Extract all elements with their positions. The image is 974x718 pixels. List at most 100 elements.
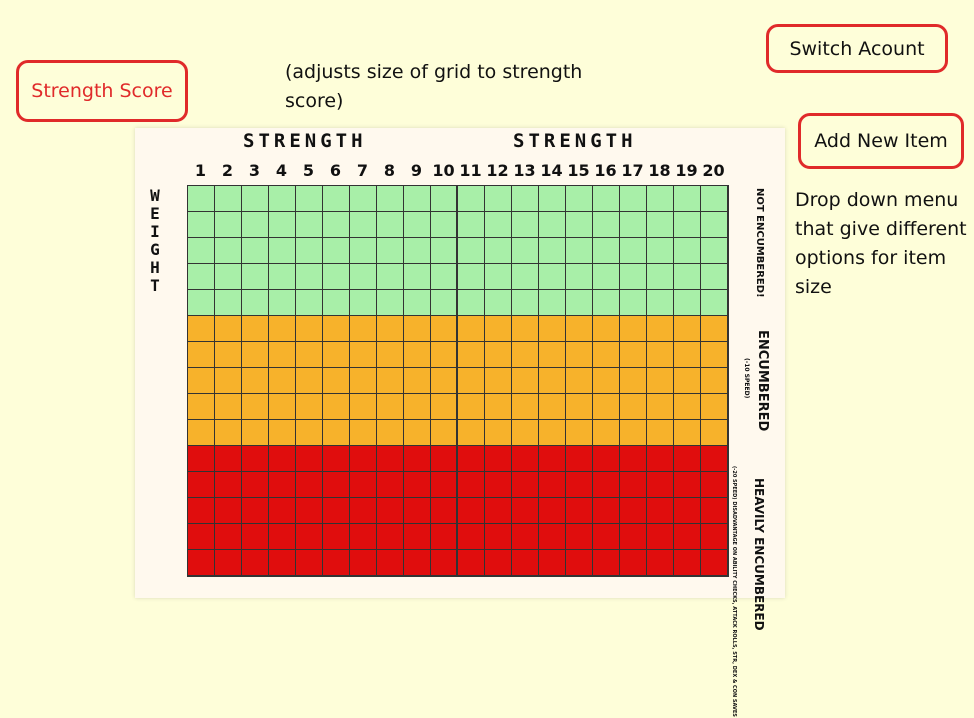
grid-cell[interactable] [647,186,674,212]
grid-cell[interactable] [215,550,242,576]
grid-cell[interactable] [458,550,485,576]
grid-cell[interactable] [296,498,323,524]
grid-cell[interactable] [404,394,431,420]
grid-cell[interactable] [485,238,512,264]
grid-cell[interactable] [431,420,458,446]
grid-cell[interactable] [674,368,701,394]
grid-cell[interactable] [701,498,728,524]
grid-cell[interactable] [269,472,296,498]
grid-cell[interactable] [188,186,215,212]
grid-cell[interactable] [377,550,404,576]
grid-cell[interactable] [350,498,377,524]
grid-cell[interactable] [323,472,350,498]
grid-cell[interactable] [242,264,269,290]
grid-cell[interactable] [593,368,620,394]
grid-cell[interactable] [350,446,377,472]
grid-cell[interactable] [566,420,593,446]
grid-cell[interactable] [296,316,323,342]
grid-cell[interactable] [431,498,458,524]
grid-cell[interactable] [323,342,350,368]
grid-cell[interactable] [269,316,296,342]
grid-cell[interactable] [377,212,404,238]
grid-cell[interactable] [188,368,215,394]
grid-cell[interactable] [458,316,485,342]
grid-cell[interactable] [215,524,242,550]
grid-cell[interactable] [296,446,323,472]
grid-cell[interactable] [458,264,485,290]
grid-cell[interactable] [269,238,296,264]
grid-cell[interactable] [431,368,458,394]
grid-cell[interactable] [485,446,512,472]
grid-cell[interactable] [215,290,242,316]
grid-cell[interactable] [242,368,269,394]
grid-cell[interactable] [377,498,404,524]
grid-cell[interactable] [404,238,431,264]
grid-cell[interactable] [512,186,539,212]
grid-cell[interactable] [674,472,701,498]
grid-cell[interactable] [539,316,566,342]
grid-cell[interactable] [323,316,350,342]
grid-cell[interactable] [269,186,296,212]
grid-cell[interactable] [404,212,431,238]
grid-cell[interactable] [323,368,350,394]
grid-cell[interactable] [188,238,215,264]
grid-cell[interactable] [620,446,647,472]
grid-cell[interactable] [593,238,620,264]
add-new-item-button[interactable]: Add New Item [798,113,964,169]
grid-cell[interactable] [215,316,242,342]
grid-cell[interactable] [647,290,674,316]
grid-cell[interactable] [350,264,377,290]
grid-cell[interactable] [593,524,620,550]
grid-cell[interactable] [323,290,350,316]
grid-cell[interactable] [188,212,215,238]
grid-cell[interactable] [485,264,512,290]
grid-cell[interactable] [512,316,539,342]
grid-cell[interactable] [215,212,242,238]
grid-cell[interactable] [620,420,647,446]
grid-cell[interactable] [404,498,431,524]
grid-cell[interactable] [674,420,701,446]
grid-cell[interactable] [458,498,485,524]
grid-cell[interactable] [242,420,269,446]
grid-cell[interactable] [350,550,377,576]
grid-cell[interactable] [674,394,701,420]
grid-cell[interactable] [539,524,566,550]
grid-cell[interactable] [242,342,269,368]
grid-cell[interactable] [485,472,512,498]
grid-cell[interactable] [593,472,620,498]
grid-cell[interactable] [323,524,350,550]
grid-cell[interactable] [350,342,377,368]
grid-cell[interactable] [647,394,674,420]
grid-cell[interactable] [566,290,593,316]
grid-cell[interactable] [620,264,647,290]
grid-cell[interactable] [593,264,620,290]
grid-cell[interactable] [188,472,215,498]
grid-cell[interactable] [269,550,296,576]
grid-cell[interactable] [620,472,647,498]
grid-cell[interactable] [458,212,485,238]
grid-cell[interactable] [674,524,701,550]
grid-cell[interactable] [566,186,593,212]
grid-cell[interactable] [188,420,215,446]
grid-cell[interactable] [485,212,512,238]
grid-cell[interactable] [539,472,566,498]
grid-cell[interactable] [485,550,512,576]
grid-cell[interactable] [512,550,539,576]
grid-cell[interactable] [377,186,404,212]
grid-cell[interactable] [701,446,728,472]
grid-cell[interactable] [215,186,242,212]
grid-cell[interactable] [296,368,323,394]
grid-cell[interactable] [188,394,215,420]
grid-cell[interactable] [620,394,647,420]
grid-cell[interactable] [404,316,431,342]
grid-cell[interactable] [593,550,620,576]
grid-cell[interactable] [485,186,512,212]
grid-cell[interactable] [566,550,593,576]
grid-cell[interactable] [404,290,431,316]
grid-cell[interactable] [539,264,566,290]
grid-cell[interactable] [539,498,566,524]
grid-cell[interactable] [269,394,296,420]
grid-cell[interactable] [242,316,269,342]
grid-cell[interactable] [566,316,593,342]
grid-cell[interactable] [350,368,377,394]
